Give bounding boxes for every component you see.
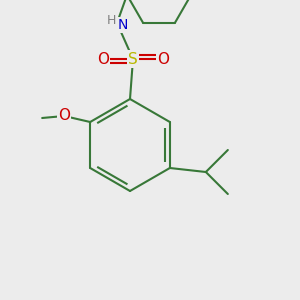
Text: O: O — [97, 52, 109, 67]
Text: O: O — [58, 109, 70, 124]
Text: S: S — [128, 52, 138, 67]
Text: N: N — [118, 18, 128, 32]
Text: O: O — [157, 52, 169, 67]
Text: H: H — [106, 14, 116, 28]
